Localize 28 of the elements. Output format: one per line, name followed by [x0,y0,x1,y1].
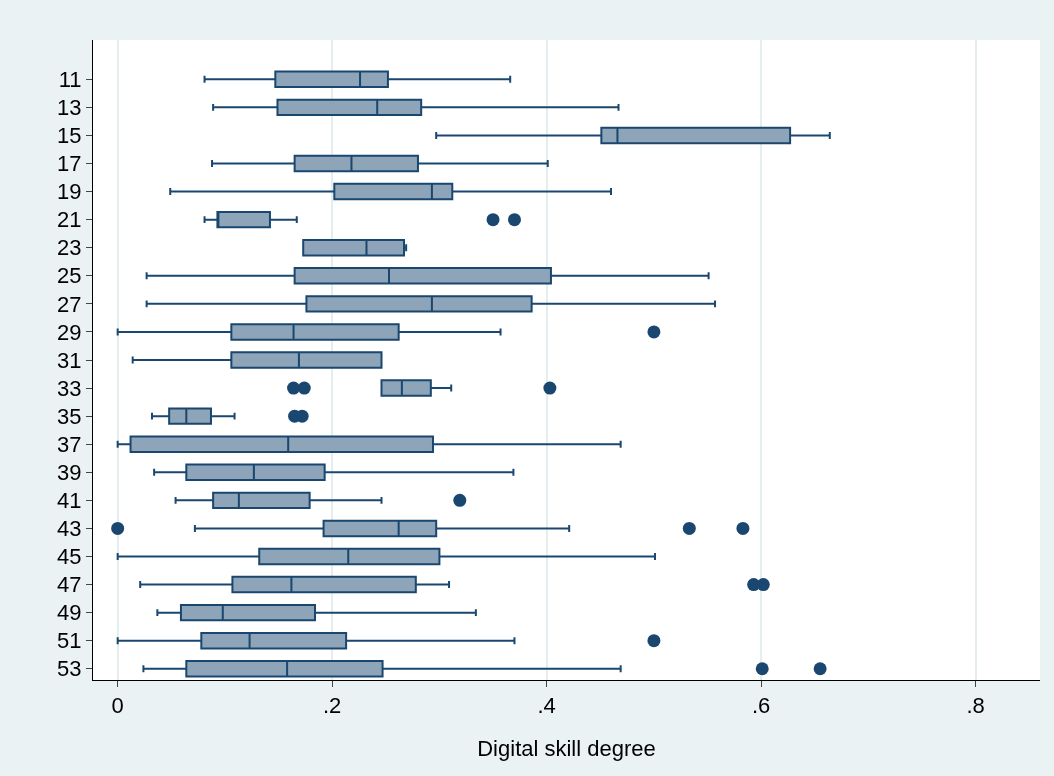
y-tick-label: 47 [57,572,82,598]
x-axis-title: Digital skill degree [477,736,656,761]
y-tick-label: 19 [57,179,82,205]
y-tick-label: 39 [57,459,82,485]
y-tick-label: 37 [57,431,82,457]
x-tick-label: .8 [966,693,985,719]
x-tick-label: .4 [537,693,556,719]
y-tick-label: 51 [57,628,82,654]
y-tick-label: 49 [57,600,82,626]
x-tick-label: .6 [751,693,771,719]
y-tick-label: 45 [57,544,82,570]
y-tick-label: 17 [57,151,82,177]
y-tick-label: 43 [57,516,82,542]
y-tick-label: 15 [57,123,82,149]
y-tick-label: 35 [57,403,82,429]
y-tick-label: 33 [57,375,82,401]
x-tick-label: 0 [111,693,124,719]
y-tick-label: 13 [57,95,82,121]
y-tick-label: 25 [57,263,82,289]
y-tick-label: 31 [57,347,82,373]
y-tick-label: 21 [57,207,82,233]
y-tick-label: 29 [57,319,82,345]
y-tick-label: 27 [57,291,82,317]
y-tick-label: 41 [57,488,82,514]
y-tick-label: 53 [57,656,82,682]
y-tick-label: 23 [57,235,82,261]
y-tick-label: 11 [58,67,82,92]
x-tick-label: .2 [322,693,342,719]
